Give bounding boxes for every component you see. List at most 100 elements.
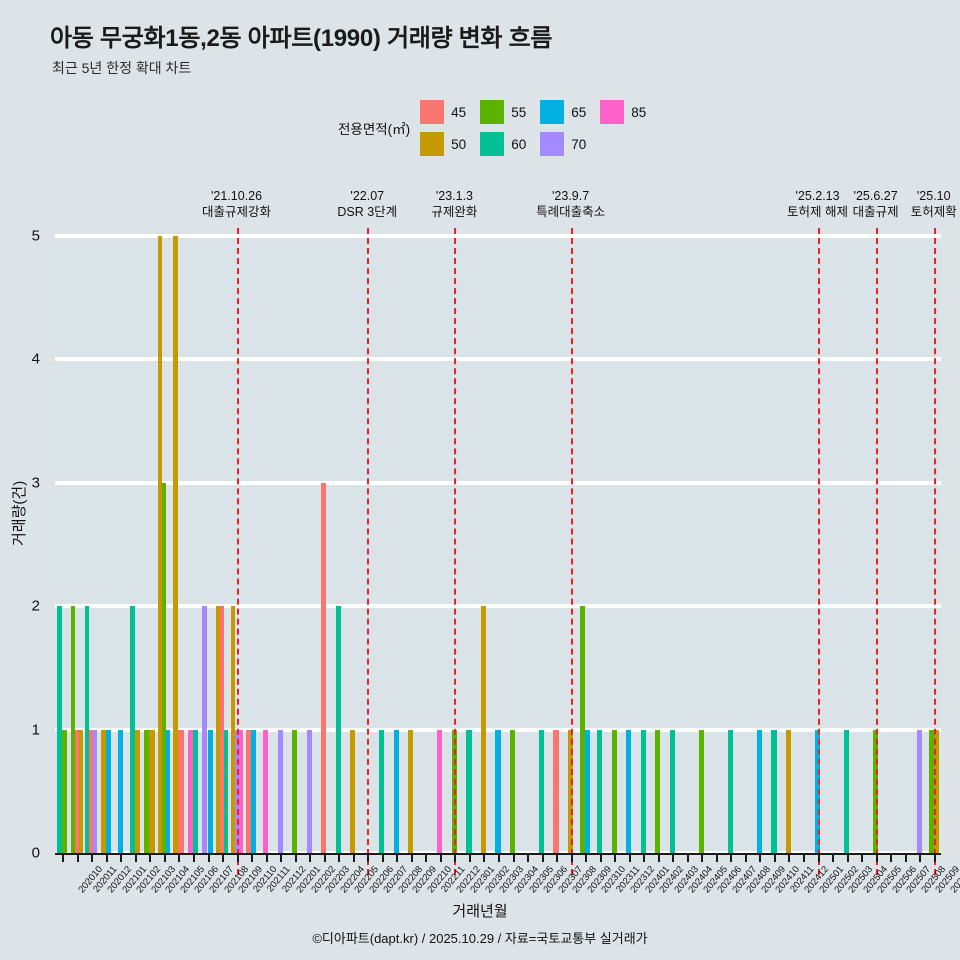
bar[interactable] bbox=[306, 729, 312, 853]
bar[interactable] bbox=[161, 482, 166, 853]
legend-item-45[interactable]: 45 bbox=[420, 100, 466, 124]
bar[interactable] bbox=[335, 606, 341, 853]
chart-subtitle: 최근 5년 한정 확대 차트 bbox=[52, 60, 192, 76]
bar[interactable] bbox=[251, 729, 257, 853]
bar[interactable] bbox=[129, 606, 135, 853]
bar[interactable] bbox=[224, 729, 228, 853]
bar[interactable] bbox=[585, 729, 591, 853]
bar[interactable] bbox=[480, 606, 487, 853]
y-tick-2: 2 bbox=[31, 597, 40, 615]
bar[interactable] bbox=[105, 729, 112, 853]
bar[interactable] bbox=[393, 729, 399, 853]
bar[interactable] bbox=[70, 606, 75, 853]
legend-item-60[interactable]: 60 bbox=[480, 132, 526, 156]
bar[interactable] bbox=[611, 729, 617, 853]
bar[interactable] bbox=[727, 729, 733, 853]
bar[interactable] bbox=[187, 729, 193, 853]
bar[interactable] bbox=[466, 729, 472, 853]
annotation-date-6: '25.10 bbox=[916, 189, 951, 203]
legend-item-70[interactable]: 70 bbox=[540, 132, 586, 156]
bar[interactable] bbox=[100, 729, 106, 853]
bar[interactable] bbox=[78, 729, 83, 853]
bar[interactable] bbox=[916, 729, 922, 853]
bar[interactable] bbox=[640, 729, 646, 853]
bar[interactable] bbox=[57, 606, 63, 853]
bar[interactable] bbox=[93, 729, 98, 853]
y-tick-0: 0 bbox=[31, 844, 40, 862]
bar[interactable] bbox=[165, 729, 170, 853]
bar[interactable] bbox=[207, 729, 213, 853]
bar[interactable] bbox=[173, 236, 179, 853]
bar[interactable] bbox=[626, 729, 632, 853]
bar[interactable] bbox=[89, 729, 94, 853]
annotation-label-5: '25.6.27 대출규제 bbox=[853, 188, 899, 220]
y-axis-title: 거래량(건) bbox=[11, 480, 28, 546]
legend-label-45: 45 bbox=[451, 104, 467, 120]
x-tick bbox=[367, 855, 370, 862]
bar[interactable] bbox=[277, 729, 283, 853]
y-tick-3: 3 bbox=[31, 474, 40, 492]
bar[interactable] bbox=[216, 606, 221, 853]
bar[interactable] bbox=[144, 729, 150, 853]
legend-item-50[interactable]: 50 bbox=[420, 132, 466, 156]
bar[interactable] bbox=[74, 729, 79, 853]
x-axis-title: 거래년월 bbox=[452, 903, 508, 920]
x-tick bbox=[381, 855, 384, 862]
x-tick bbox=[904, 855, 907, 862]
bar[interactable] bbox=[538, 729, 545, 853]
bar[interactable] bbox=[669, 729, 675, 853]
bar[interactable] bbox=[785, 729, 792, 853]
x-tick bbox=[773, 855, 776, 862]
bar[interactable] bbox=[202, 606, 208, 853]
x-tick bbox=[76, 855, 79, 862]
bar[interactable] bbox=[117, 729, 123, 853]
bar[interactable] bbox=[292, 729, 298, 853]
gridline-1 bbox=[55, 727, 941, 732]
x-tick bbox=[657, 855, 660, 862]
bar[interactable] bbox=[495, 729, 501, 853]
bar[interactable] bbox=[134, 729, 141, 853]
bar[interactable] bbox=[157, 236, 162, 853]
annotation-text-4: 토허제 해제 bbox=[787, 205, 849, 219]
x-tick bbox=[352, 855, 355, 862]
bar[interactable] bbox=[451, 729, 457, 853]
bar[interactable] bbox=[933, 729, 939, 853]
legend-item-55[interactable]: 55 bbox=[480, 100, 526, 124]
bar[interactable] bbox=[843, 729, 850, 853]
bar[interactable] bbox=[756, 729, 763, 853]
bar[interactable] bbox=[178, 729, 184, 853]
bar[interactable] bbox=[62, 729, 68, 853]
bar[interactable] bbox=[509, 729, 516, 853]
bar[interactable] bbox=[220, 606, 225, 853]
x-tick bbox=[410, 855, 413, 862]
y-axis-tick-labels: 0 1 2 3 4 5 bbox=[0, 228, 48, 862]
x-tick bbox=[62, 855, 65, 862]
bar[interactable] bbox=[408, 729, 414, 853]
bar[interactable] bbox=[149, 729, 155, 853]
bar[interactable] bbox=[192, 729, 199, 853]
bar[interactable] bbox=[698, 729, 704, 853]
bar[interactable] bbox=[238, 729, 243, 853]
bar[interactable] bbox=[928, 729, 934, 853]
bar[interactable] bbox=[553, 729, 559, 853]
bar[interactable] bbox=[655, 729, 661, 853]
x-tick bbox=[846, 855, 849, 862]
annotation-label-6: '25.10 토허제확 bbox=[911, 188, 957, 220]
bar[interactable] bbox=[245, 729, 252, 853]
bar[interactable] bbox=[597, 729, 603, 853]
bar[interactable] bbox=[263, 729, 269, 853]
bar[interactable] bbox=[85, 606, 90, 853]
x-tick bbox=[832, 855, 835, 862]
legend-item-65[interactable]: 65 bbox=[540, 100, 586, 124]
annotation-text-1: DSR 3단계 bbox=[337, 205, 398, 219]
bar[interactable] bbox=[579, 606, 586, 853]
bar[interactable] bbox=[321, 482, 327, 853]
annotation-date-3: '23.9.7 bbox=[552, 189, 590, 203]
bar[interactable] bbox=[350, 729, 356, 853]
bar[interactable] bbox=[379, 729, 385, 853]
annotation-text-2: 규제완화 bbox=[431, 205, 478, 219]
bar[interactable] bbox=[437, 729, 443, 853]
legend-item-85[interactable]: 85 bbox=[600, 100, 646, 124]
bar[interactable] bbox=[230, 606, 235, 853]
bar[interactable] bbox=[771, 729, 777, 853]
